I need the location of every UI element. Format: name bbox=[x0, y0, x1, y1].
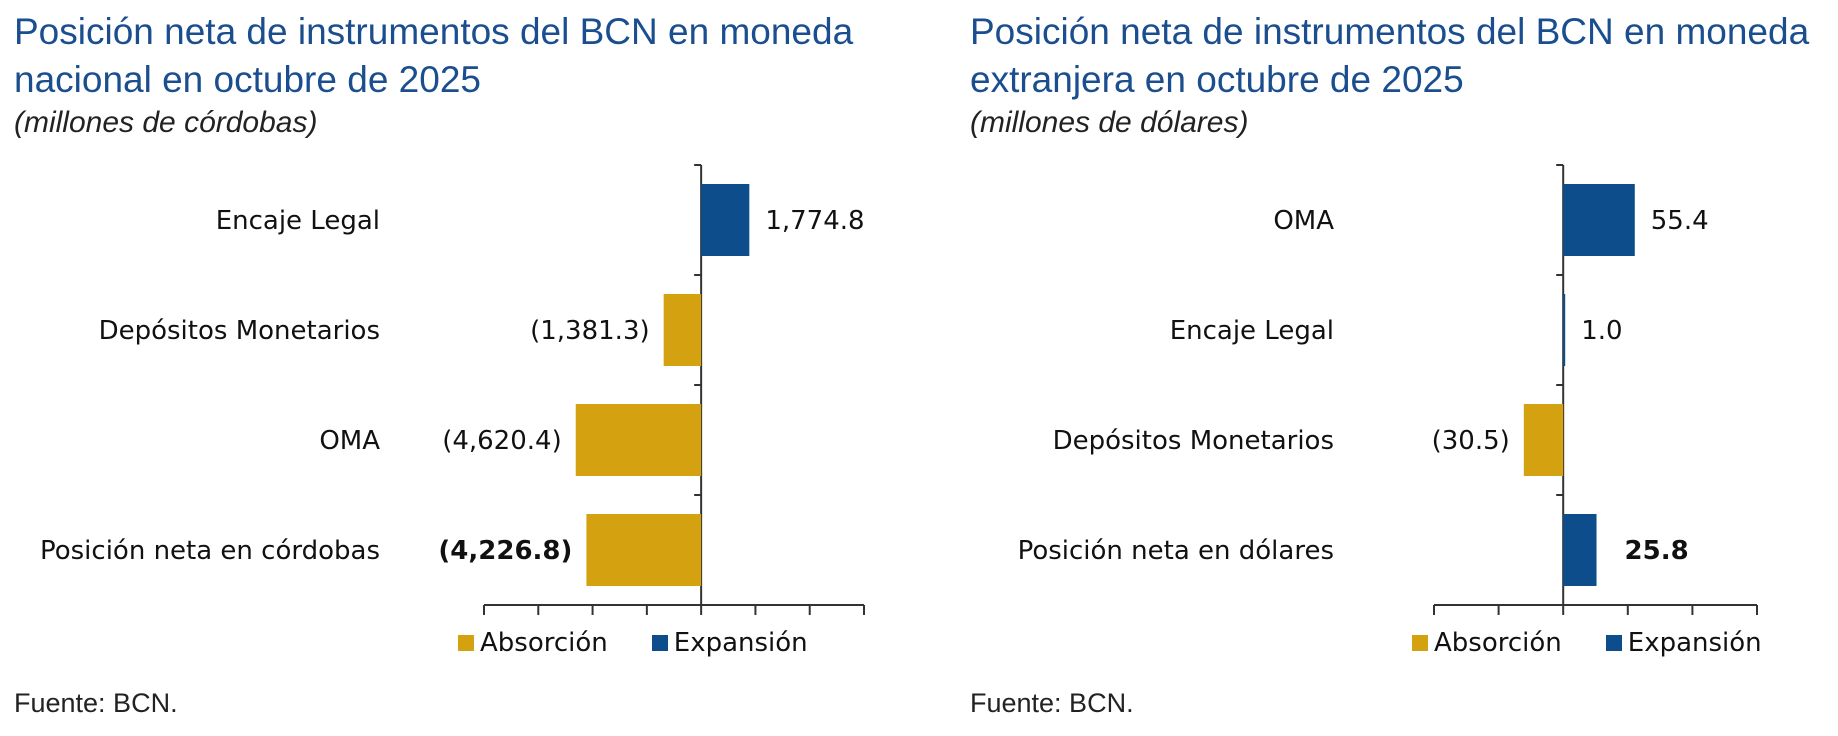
right-bar-chart: OMA 55.4 Encaje Legal 1.0 Depósitos Monetari… bbox=[1018, 164, 1758, 615]
right-value-label: 25.8 bbox=[1625, 536, 1689, 566]
left-category-label: Encaje Legal bbox=[216, 206, 380, 236]
left-chart-panel: Posición neta de instrumentos del BCN en… bbox=[14, 8, 865, 718]
left-bar-0 bbox=[701, 184, 750, 256]
left-value-label: (1,381.3) bbox=[530, 316, 650, 346]
expansion-swatch-icon bbox=[651, 635, 668, 651]
right-category-label: Posición neta en dólares bbox=[1018, 536, 1334, 566]
right-category-label: Encaje Legal bbox=[1170, 316, 1334, 346]
left-category-label: Posición neta en córdobas bbox=[40, 536, 380, 566]
right-legend-absorcion: Absorción bbox=[1412, 628, 1562, 658]
right-legend-expansion-label: Expansión bbox=[1627, 628, 1762, 658]
absorcion-swatch-icon bbox=[1412, 635, 1428, 651]
right-value-label: 55.4 bbox=[1651, 206, 1709, 236]
left-bar-1 bbox=[663, 294, 702, 366]
left-legend-absorcion: Absorción bbox=[458, 628, 608, 658]
right-legend-expansion: Expansión bbox=[1605, 628, 1762, 658]
right-bar-2 bbox=[1523, 404, 1564, 476]
right-chart-title: Posición neta de instrumentos del BCN en… bbox=[970, 8, 1809, 104]
absorcion-swatch-icon bbox=[458, 635, 474, 651]
right-bar-1 bbox=[1563, 294, 1566, 366]
right-category-label: OMA bbox=[1273, 206, 1334, 236]
left-bar-3 bbox=[586, 514, 702, 586]
expansion-swatch-icon bbox=[1605, 635, 1622, 651]
right-chart-panel: Posición neta de instrumentos del BCN en… bbox=[960, 0, 1838, 736]
right-legend-absorcion-label: Absorción bbox=[1434, 628, 1562, 658]
left-legend-absorcion-label: Absorción bbox=[480, 628, 608, 658]
right-value-label: 1.0 bbox=[1581, 316, 1622, 346]
left-bar-chart: Encaje Legal 1,774.8 Depósitos Monetarios (… bbox=[40, 164, 865, 615]
right-bar-0 bbox=[1563, 184, 1635, 256]
left-title-line-1: Posición neta de instrumentos del BCN en… bbox=[14, 11, 854, 52]
right-category-label: Depósitos Monetarios bbox=[1053, 426, 1334, 456]
left-category-label: Depósitos Monetarios bbox=[99, 316, 380, 346]
right-value-label: (30.5) bbox=[1432, 426, 1510, 456]
left-chart-title: Posición neta de instrumentos del BCN en… bbox=[14, 8, 853, 104]
right-title-line-2: extranjera en octubre de 2025 bbox=[970, 59, 1464, 100]
left-legend: Absorción Expansión bbox=[458, 628, 808, 658]
left-value-label: 1,774.8 bbox=[765, 206, 864, 236]
left-source: Fuente: BCN. bbox=[14, 688, 178, 718]
left-value-label: (4,226.8) bbox=[438, 536, 572, 566]
left-value-label: (4,620.4) bbox=[442, 426, 562, 456]
left-legend-expansion: Expansión bbox=[651, 628, 808, 658]
left-bar-2 bbox=[575, 404, 702, 476]
left-legend-expansion-label: Expansión bbox=[673, 628, 808, 658]
left-title-line-2: nacional en octubre de 2025 bbox=[14, 59, 481, 100]
right-title-line-1: Posición neta de instrumentos del BCN en… bbox=[970, 11, 1810, 52]
right-legend: Absorción Expansión bbox=[1412, 628, 1762, 658]
left-category-label: OMA bbox=[319, 426, 380, 456]
right-bar-3 bbox=[1563, 514, 1597, 586]
left-chart-subtitle: (millones de córdobas) bbox=[14, 106, 318, 139]
right-chart-subtitle: (millones de dólares) bbox=[970, 106, 1249, 139]
right-source: Fuente: BCN. bbox=[970, 688, 1134, 718]
